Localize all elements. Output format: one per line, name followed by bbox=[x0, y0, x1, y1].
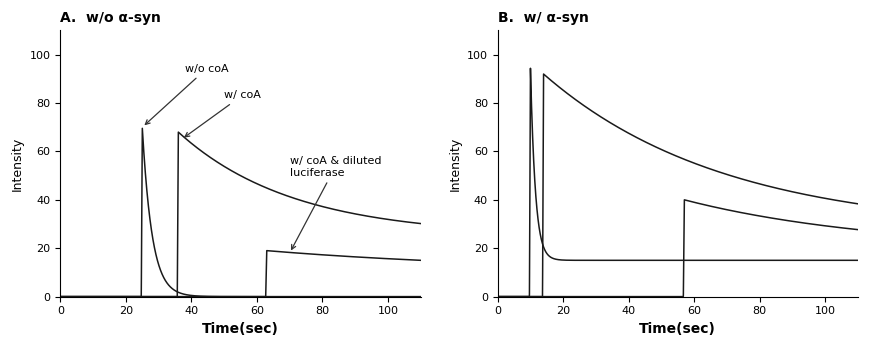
X-axis label: Time(sec): Time(sec) bbox=[202, 322, 279, 336]
Y-axis label: Intensity: Intensity bbox=[448, 136, 461, 191]
Text: w/ coA & diluted
luciferase: w/ coA & diluted luciferase bbox=[289, 156, 381, 249]
Text: w/ coA: w/ coA bbox=[185, 90, 261, 137]
Y-axis label: Intensity: Intensity bbox=[11, 136, 24, 191]
Text: w/o coA: w/o coA bbox=[145, 64, 229, 125]
Text: B.  w/ α-syn: B. w/ α-syn bbox=[498, 11, 588, 25]
Text: A.  w/o α-syn: A. w/o α-syn bbox=[60, 11, 162, 25]
X-axis label: Time(sec): Time(sec) bbox=[640, 322, 716, 336]
